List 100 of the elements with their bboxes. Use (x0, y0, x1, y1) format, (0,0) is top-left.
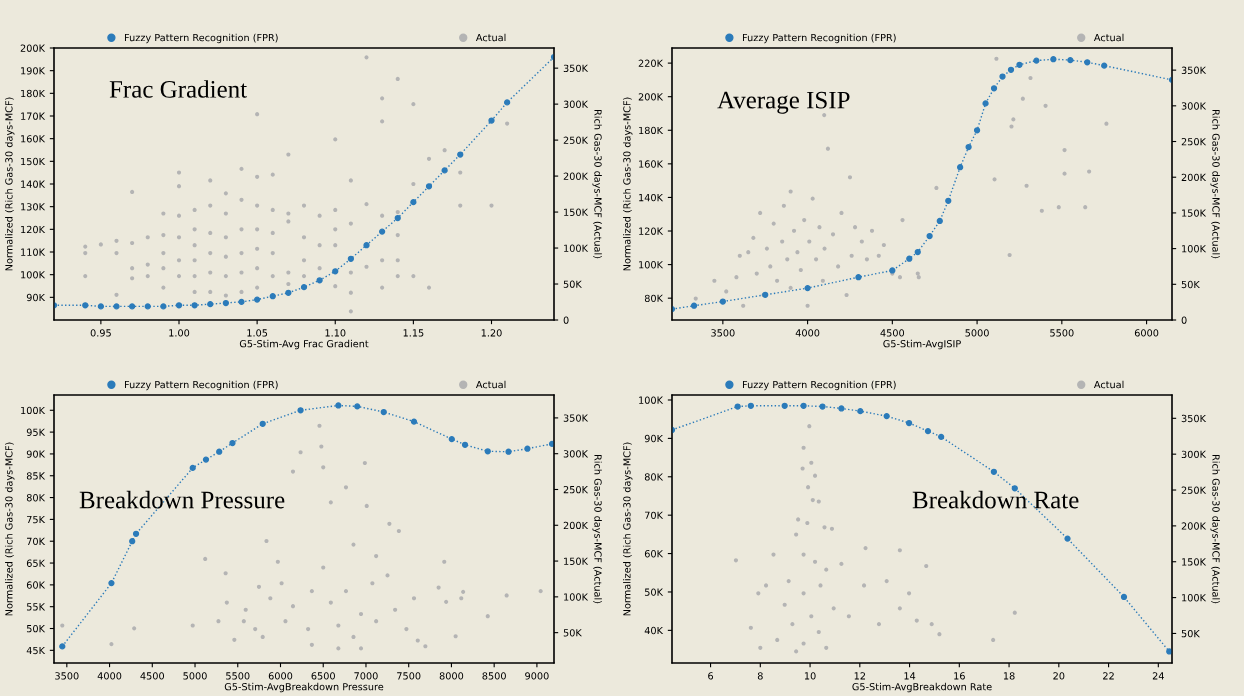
text: Breakdown Rate (912, 490, 1079, 509)
y-tick-label: 220K (638, 59, 664, 67)
point (945, 197, 952, 204)
y-tick-label: 140K (639, 193, 664, 202)
point (253, 296, 261, 303)
y2-tick-label: 100K (564, 593, 589, 601)
y-axis-title: Normalized (Rich Gas-30 days-MCF) (623, 97, 633, 271)
y2-tick-label: 300K (563, 100, 589, 108)
y-tick-label: 75K (27, 516, 46, 524)
point (1050, 56, 1057, 63)
point (812, 559, 818, 564)
point (191, 302, 198, 309)
point (816, 499, 821, 504)
y2-tick-label: 50K (563, 280, 582, 288)
point (747, 402, 754, 409)
point (59, 643, 66, 650)
point (790, 622, 795, 627)
point (394, 214, 401, 222)
y-tick-label: 50K (644, 588, 664, 596)
y2-tick-label: 150K (564, 208, 589, 216)
y-tick-label: 170K (21, 112, 46, 120)
point (884, 579, 889, 584)
point (332, 268, 339, 275)
point (378, 228, 386, 235)
y-tick-label: 180K (639, 126, 664, 135)
point (809, 614, 814, 619)
point (796, 517, 801, 522)
y2-tick-label: 350K (1181, 66, 1207, 74)
point (786, 579, 791, 584)
point (824, 567, 829, 572)
y-tick-label: 100K (21, 271, 46, 279)
point (926, 232, 933, 240)
y-axis-title: Normalized (Rich Gas-30 days-MCF) (5, 442, 15, 616)
point (763, 583, 769, 588)
point (756, 591, 761, 596)
y-tick-label: 100K (21, 406, 46, 415)
y-tick-label: 65K (26, 559, 46, 567)
point (524, 445, 531, 452)
y-tick-label: 40K (644, 626, 664, 635)
point (175, 302, 183, 309)
y2-tick-label: 100K (564, 244, 589, 252)
y-tick-label: 110K (21, 248, 46, 256)
y-tick-label: 80K (644, 294, 664, 302)
point (1012, 610, 1017, 615)
point (906, 591, 912, 596)
x-tick-label: 9000 (525, 672, 549, 680)
y2-tick-label: 350K (1181, 414, 1207, 423)
y-tick-label: 60K (644, 550, 664, 558)
x-tick-label: 4000 (97, 672, 122, 680)
y-tick-label: 120K (639, 227, 664, 235)
point (1101, 62, 1108, 69)
point (733, 558, 739, 563)
point (548, 440, 554, 448)
x-tick-label: 1.15 (403, 329, 424, 337)
point (801, 591, 806, 596)
point (804, 284, 811, 292)
y2-tick-label: 0 (563, 316, 569, 324)
y2-axis-title: Rich Gas-30 days-MCF (Actual) (592, 109, 602, 259)
x-tick-label: 7500 (397, 672, 421, 680)
point (758, 645, 763, 650)
y2-tick-label: 250K (563, 485, 589, 494)
x-tick-label: 4500 (880, 329, 905, 337)
x-tick-label: 14 (904, 672, 916, 680)
x-tick-label: 8 (757, 672, 763, 680)
y-axis-title: Normalized (Rich Gas-30 days-MCF) (623, 442, 633, 616)
point (380, 408, 387, 416)
y2-tick-label: 300K (563, 450, 589, 458)
point (1084, 59, 1091, 66)
point (999, 73, 1006, 80)
point (838, 405, 845, 412)
legend-label: Actual (475, 380, 506, 389)
y2-tick-label: 200K (563, 521, 589, 530)
point (82, 302, 89, 309)
point (990, 85, 998, 92)
point (347, 255, 355, 262)
point (132, 530, 140, 537)
y-tick-label: 200K (20, 44, 46, 52)
point (297, 407, 304, 414)
y2-tick-label: 300K (1181, 102, 1207, 110)
point (846, 614, 851, 619)
x-tick-label: 1.00 (169, 329, 190, 337)
point (238, 298, 245, 305)
point (829, 526, 835, 531)
legend-label: Actual (475, 33, 506, 42)
x-tick-label: 1.10 (325, 329, 346, 337)
y2-tick-label: 200K (1181, 522, 1207, 530)
point (425, 183, 433, 190)
point (1120, 593, 1128, 601)
point (461, 441, 469, 448)
point (1033, 57, 1040, 64)
legend-label: Fuzzy Pattern Recognition (FPR) (124, 33, 278, 44)
point (410, 199, 417, 206)
y-tick-label: 150K (21, 157, 46, 166)
y-tick-label: 130K (21, 203, 46, 211)
x-tick-label: 10 (804, 672, 816, 680)
point (113, 303, 120, 310)
x-tick-label: 8500 (482, 672, 506, 680)
point (216, 448, 223, 455)
point (222, 299, 230, 307)
point (719, 298, 726, 305)
